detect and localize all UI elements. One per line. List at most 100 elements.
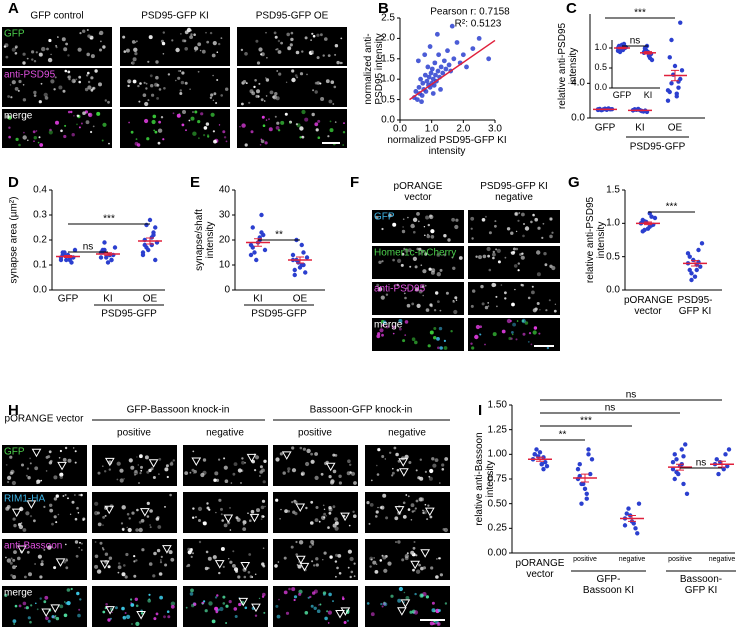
micrograph-spot xyxy=(192,516,195,519)
micrograph-spot xyxy=(108,468,112,471)
micrograph-spot xyxy=(429,468,434,474)
micrograph-spot xyxy=(453,309,458,315)
x-tick-label: OE xyxy=(667,122,683,134)
micrograph-spot xyxy=(198,540,202,544)
micrograph-spot xyxy=(276,614,281,619)
micrograph-spot xyxy=(381,333,384,337)
point xyxy=(440,70,446,76)
micrograph-spot xyxy=(156,97,160,100)
micrograph-spot xyxy=(44,595,49,600)
micrograph-spot xyxy=(390,214,394,217)
micrograph-spot xyxy=(260,518,263,520)
y-tick-label: 0.50 xyxy=(487,498,507,510)
arrowhead xyxy=(55,558,66,567)
micrograph-spot xyxy=(225,604,229,608)
micrograph-spot xyxy=(107,100,110,104)
micrograph-spot xyxy=(447,238,451,242)
micrograph-spot xyxy=(407,495,410,498)
micrograph-spot xyxy=(375,515,378,518)
micrograph-spot xyxy=(342,131,346,134)
micrograph-spot xyxy=(441,468,445,471)
point xyxy=(674,457,679,462)
micrograph-spot xyxy=(343,122,345,124)
micrograph-spot xyxy=(241,123,246,128)
micrograph-spot xyxy=(430,235,435,239)
micrograph-spot xyxy=(212,555,217,559)
micrograph-spot xyxy=(76,114,80,118)
micrograph-spot xyxy=(138,527,143,533)
point xyxy=(427,44,433,49)
y-axis-label: normalized anti-PSD95 intensity xyxy=(363,33,385,105)
micrograph-spot xyxy=(218,42,221,46)
micrograph-spot xyxy=(222,130,226,134)
micrograph-spot xyxy=(376,334,381,339)
micrograph-spot xyxy=(128,458,133,463)
micrograph-spot xyxy=(26,57,29,60)
micrograph-spot xyxy=(551,231,554,234)
micrograph-spot xyxy=(90,76,94,80)
micrograph-spot xyxy=(63,134,67,139)
point xyxy=(470,46,476,51)
micrograph-spot xyxy=(310,540,315,544)
point xyxy=(649,214,654,219)
micrograph-spot xyxy=(76,123,78,126)
micrograph-spot xyxy=(287,46,292,51)
micrograph-spot xyxy=(22,528,27,532)
micrograph-spot xyxy=(137,84,140,88)
micrograph-spot xyxy=(391,474,394,477)
point xyxy=(435,68,441,74)
arrowhead xyxy=(246,453,257,463)
column-header: positive xyxy=(117,427,151,439)
micrograph-spot xyxy=(452,266,456,270)
micrograph-spot xyxy=(316,33,320,37)
micrograph-spot xyxy=(27,139,29,142)
micrograph-spot xyxy=(69,513,72,515)
point xyxy=(689,277,694,283)
micrograph-spot xyxy=(280,508,282,511)
micrograph-spot xyxy=(94,69,98,73)
micrograph-spot xyxy=(334,53,337,56)
micrograph-spot xyxy=(402,501,406,505)
y-tick-label: 0.5 xyxy=(594,62,607,73)
micrograph-spot xyxy=(273,31,277,35)
micrograph-spot xyxy=(136,456,138,458)
micrograph-spot xyxy=(404,454,409,459)
point xyxy=(433,72,438,78)
micrograph-spot xyxy=(369,503,374,507)
micrograph-spot xyxy=(424,284,427,287)
micrograph-spot xyxy=(104,514,107,517)
micrograph-spot xyxy=(347,566,350,569)
micrograph-spot xyxy=(403,591,406,594)
micrograph-spot xyxy=(207,135,210,138)
micrograph-spot xyxy=(370,558,373,561)
column-header: GFP control xyxy=(30,10,84,22)
micrograph-spot xyxy=(78,608,81,611)
micrograph-spot xyxy=(332,453,336,457)
micrograph-spot xyxy=(392,332,395,335)
micrograph-spot xyxy=(295,553,299,556)
micrograph-spot xyxy=(432,463,437,468)
micrograph-spot xyxy=(319,82,322,85)
micrograph-spot xyxy=(120,522,124,525)
micrograph-spot xyxy=(130,130,134,134)
micrograph-spot xyxy=(132,57,137,62)
micrograph-spot xyxy=(299,446,303,450)
micrograph-spot xyxy=(239,126,241,128)
micrograph-spot xyxy=(245,82,248,84)
micrograph-spot xyxy=(162,31,165,34)
micrograph-spot xyxy=(15,46,17,49)
micrograph-spot xyxy=(203,134,206,137)
micrograph-spot xyxy=(322,559,324,561)
micrograph-spot xyxy=(150,84,154,88)
micrograph xyxy=(183,445,268,486)
x-tick-label: KI xyxy=(253,293,263,305)
micrograph-spot xyxy=(439,309,442,312)
micrograph-spot xyxy=(530,220,533,224)
micrograph-spot xyxy=(412,546,416,550)
micrograph-spot xyxy=(59,604,64,609)
micrograph-spot xyxy=(78,75,82,79)
micrograph xyxy=(120,27,230,66)
micrograph-spot xyxy=(414,592,417,596)
y-tick-label: 0.0 xyxy=(33,284,47,296)
